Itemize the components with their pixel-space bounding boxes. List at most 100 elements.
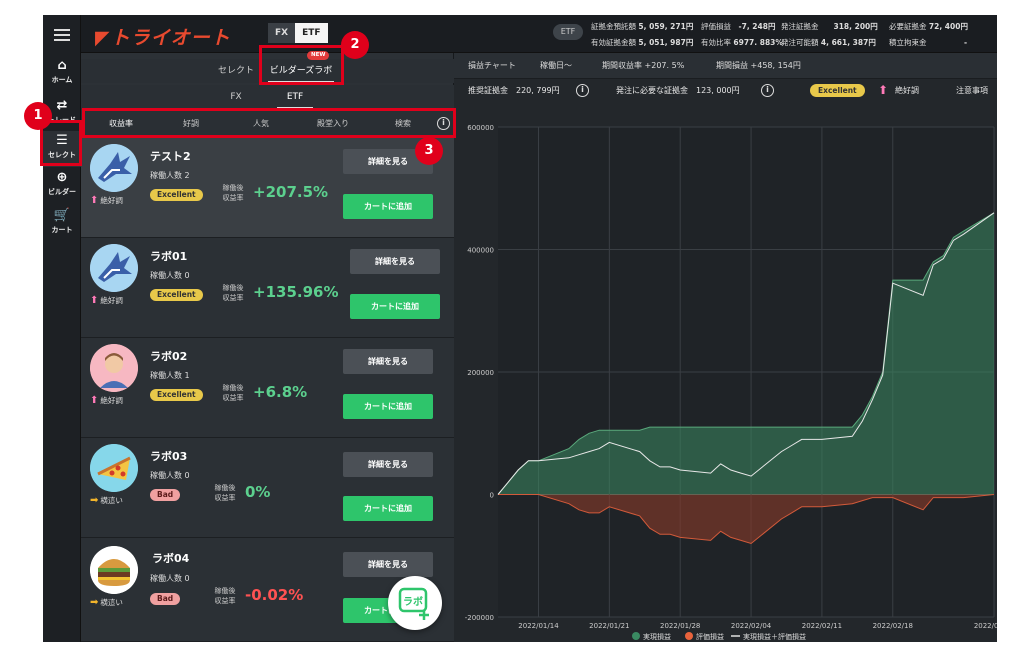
add-to-cart-button[interactable]: カートに追加 bbox=[343, 496, 433, 521]
notes-link[interactable]: 注意事項 bbox=[956, 86, 988, 95]
info-icon[interactable]: i bbox=[761, 84, 774, 97]
new-badge: NEW bbox=[307, 51, 330, 60]
card-operators: 稼働人数 2 bbox=[150, 171, 190, 180]
stat-effective-ratio: 有効比率 6977. 883% bbox=[701, 38, 783, 47]
builder-icon: ⊕ bbox=[56, 170, 68, 185]
market-tabs: FX ETF bbox=[81, 85, 454, 109]
card-operators: 稼働人数 0 bbox=[150, 574, 190, 583]
legend-marker bbox=[632, 632, 640, 640]
series-total-line bbox=[497, 212, 995, 495]
etf-account-pill: ETF bbox=[553, 24, 583, 40]
card-operators: 稼働人数 0 bbox=[150, 271, 190, 280]
y-tick-label: -200000 bbox=[465, 614, 494, 622]
info-icon[interactable]: i bbox=[437, 117, 450, 130]
avatar bbox=[90, 144, 138, 192]
nav-select[interactable]: ☰ セレクト bbox=[43, 131, 81, 167]
legend-label: 実現損益＋評価損益 bbox=[743, 632, 806, 641]
list-item[interactable]: ラボ02 稼働人数 1 Excellent ⬆ 絶好調 稼働後 収益率 +6.8%… bbox=[81, 338, 454, 438]
return-rate: +207.5% bbox=[253, 183, 329, 201]
return-rate: +135.96% bbox=[253, 283, 339, 301]
trend-label: 絶好調 bbox=[895, 86, 919, 95]
nav-builder[interactable]: ⊕ ビルダー bbox=[43, 171, 81, 197]
stat-required-margin: 必要証拠金 72, 400円 bbox=[889, 22, 968, 31]
avatar bbox=[90, 444, 138, 492]
trend-indicator: ➡ 横這い bbox=[90, 495, 123, 506]
arrow-up-icon: ⬆ bbox=[90, 395, 99, 406]
add-to-cart-button[interactable]: カートに追加 bbox=[343, 394, 433, 419]
tab-pl-chart[interactable]: 損益チャート bbox=[468, 61, 516, 70]
arrow-right-icon: ➡ bbox=[90, 597, 99, 608]
status-badge: Excellent bbox=[150, 389, 203, 401]
y-tick-label: 400000 bbox=[467, 247, 494, 255]
return-rate: +6.8% bbox=[253, 383, 308, 401]
status-badge: Bad bbox=[150, 593, 181, 605]
category-tabs: セレクト ビルダーズラボ NEW bbox=[81, 51, 454, 83]
list-item[interactable]: テスト2 稼働人数 2 Excellent ⬆ 絶好調 稼働後 収益率 +207.… bbox=[81, 138, 454, 238]
bird-icon bbox=[90, 144, 138, 192]
trend-indicator: ⬆ 絶好調 bbox=[90, 295, 123, 306]
period-selector[interactable]: 稼働日～ bbox=[540, 61, 572, 70]
series-realized-area bbox=[498, 212, 994, 495]
nav-cart-label: カート bbox=[51, 226, 73, 234]
tab-etf[interactable]: ETF bbox=[277, 85, 313, 109]
x-tick-label: 2022/01/14 bbox=[518, 622, 559, 630]
legend-label: 評価損益 bbox=[696, 632, 724, 641]
person-icon bbox=[90, 344, 138, 392]
period-pl: 期間損益 +458, 154円 bbox=[716, 61, 801, 70]
status-badge: Bad bbox=[150, 489, 181, 501]
x-tick-label: 2022/02/04 bbox=[731, 622, 772, 630]
add-to-cart-button[interactable]: カートに追加 bbox=[350, 294, 440, 319]
avatar bbox=[90, 244, 138, 292]
stat-order-margin: 発注証拠金 318, 200円 bbox=[781, 22, 878, 31]
card-name: ラボ04 bbox=[152, 552, 190, 565]
add-to-cart-button[interactable]: カートに追加 bbox=[343, 194, 433, 219]
app-logo[interactable]: ◤トライオート bbox=[95, 27, 231, 49]
detail-button[interactable]: 詳細を見る bbox=[350, 249, 440, 274]
sort-tab-search[interactable]: 検索 bbox=[395, 119, 411, 128]
avatar bbox=[90, 344, 138, 392]
required-margin: 発注に必要な証拠金 123, 000円 bbox=[616, 86, 740, 95]
x-tick-label: 2022/02/28 bbox=[974, 622, 997, 630]
card-name: テスト2 bbox=[150, 150, 191, 163]
list-item[interactable]: ラボ03 稼働人数 0 Bad ➡ 横這い 稼働後 収益率 0% 詳細を見る カー… bbox=[81, 438, 454, 538]
tab-fx[interactable]: FX bbox=[230, 92, 242, 102]
rate-label: 稼働後 収益率 bbox=[222, 384, 244, 402]
sort-tab-popular[interactable]: 人気 bbox=[253, 119, 269, 128]
period-return: 期間収益率 +207. 5% bbox=[602, 61, 685, 70]
card-name: ラボ02 bbox=[150, 350, 188, 363]
legend-marker bbox=[685, 632, 693, 640]
mode-etf-button[interactable]: ETF bbox=[295, 23, 328, 43]
nav-builder-label: ビルダー bbox=[48, 188, 76, 196]
legend-label: 実現損益 bbox=[643, 632, 671, 641]
sort-tab-hall-of-fame[interactable]: 殿堂入り bbox=[317, 119, 349, 128]
return-rate: 0% bbox=[245, 483, 271, 501]
annotation-badge-3: 3 bbox=[415, 137, 443, 165]
sort-tab-good[interactable]: 好調 bbox=[183, 119, 199, 128]
arrow-right-icon: ➡ bbox=[90, 495, 99, 506]
info-icon[interactable]: i bbox=[576, 84, 589, 97]
mode-fx-button[interactable]: FX bbox=[268, 23, 296, 43]
menu-icon[interactable] bbox=[54, 29, 70, 41]
detail-button[interactable]: 詳細を見る bbox=[343, 349, 433, 374]
recommended-margin: 推奨証拠金 220, 799円 bbox=[468, 86, 560, 95]
rate-label: 稼働後 収益率 bbox=[222, 184, 244, 202]
trend-indicator: ⬆ 絶好調 bbox=[90, 395, 123, 406]
avatar bbox=[90, 546, 138, 594]
app-window: ⌂ ホーム ⇄ トレード ☰ セレクト ⊕ ビルダー 🛒 カート ◤トライオート… bbox=[43, 15, 997, 642]
detail-button[interactable]: 詳細を見る bbox=[343, 552, 433, 577]
lab-fab-button[interactable]: ラボ bbox=[388, 576, 442, 630]
card-operators: 稼働人数 1 bbox=[150, 371, 190, 380]
nav-home[interactable]: ⌂ ホーム bbox=[43, 59, 81, 85]
card-name: ラボ03 bbox=[150, 450, 188, 463]
logo-text: トライオート bbox=[110, 27, 231, 49]
detail-button[interactable]: 詳細を見る bbox=[343, 452, 433, 477]
card-operators: 稼働人数 0 bbox=[150, 471, 190, 480]
top-header: ◤トライオート FX ETF ETF 証拠金預託額 5, 059, 271円 評… bbox=[81, 15, 997, 53]
list-item[interactable]: ラボ01 稼働人数 0 Excellent ⬆ 絶好調 稼働後 収益率 +135.… bbox=[81, 238, 454, 338]
x-tick-label: 2022/01/21 bbox=[589, 622, 629, 630]
tab-select[interactable]: セレクト bbox=[217, 66, 254, 76]
cart-icon: 🛒 bbox=[53, 208, 71, 223]
stat-effective-margin: 有効証拠金額 5, 051, 987円 bbox=[591, 38, 694, 47]
annotation-badge-2: 2 bbox=[341, 31, 369, 59]
nav-cart[interactable]: 🛒 カート bbox=[43, 209, 81, 235]
